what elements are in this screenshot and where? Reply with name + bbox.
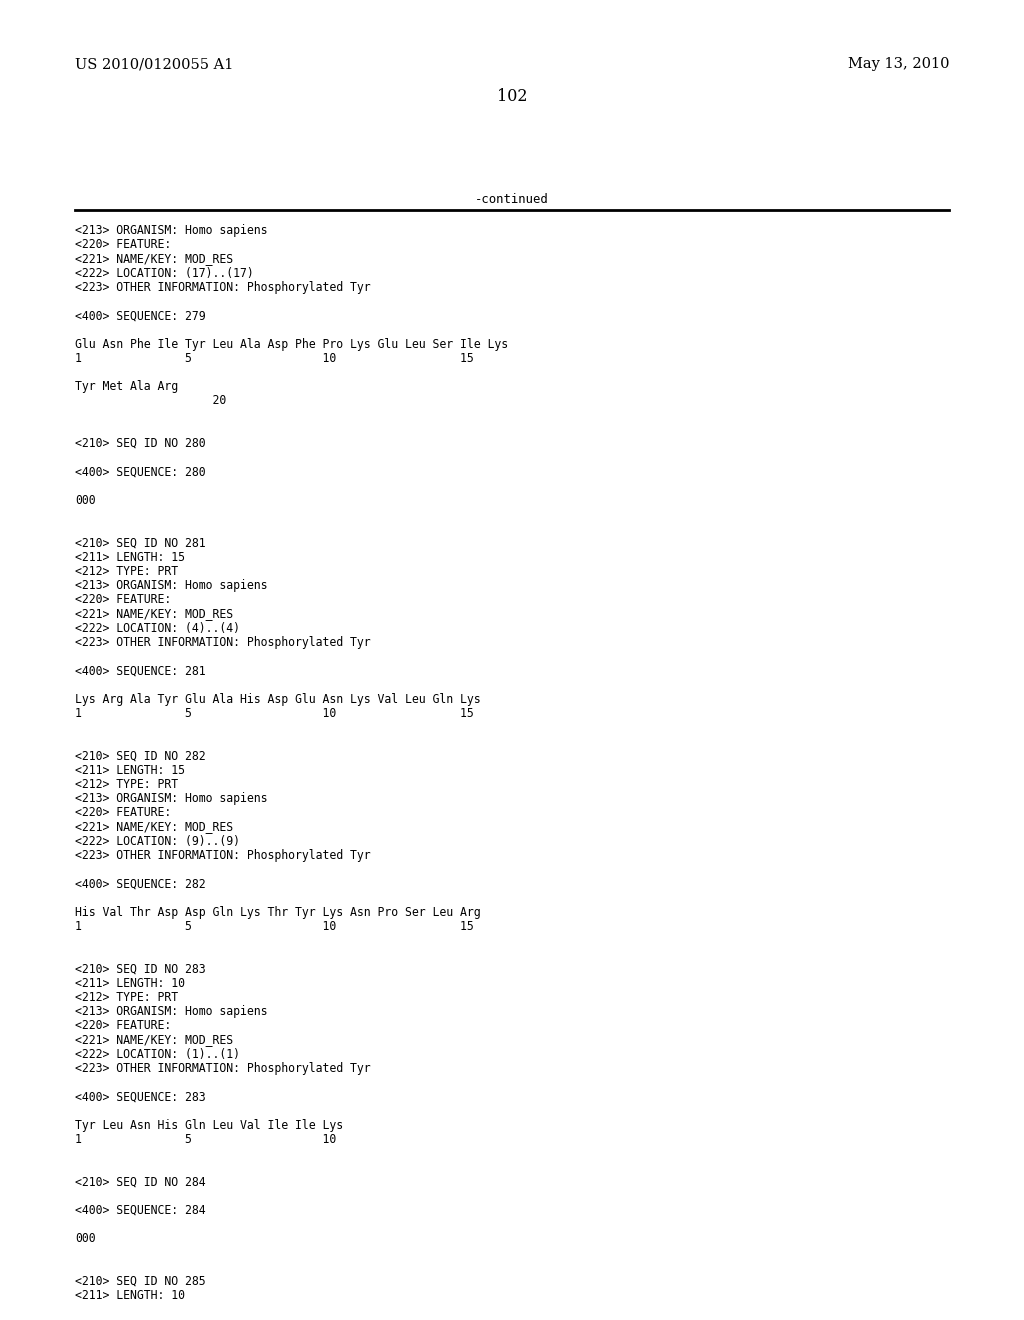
Text: <221> NAME/KEY: MOD_RES: <221> NAME/KEY: MOD_RES [75, 821, 233, 833]
Text: -continued: -continued [475, 193, 549, 206]
Text: <211> LENGTH: 15: <211> LENGTH: 15 [75, 550, 185, 564]
Text: <400> SEQUENCE: 283: <400> SEQUENCE: 283 [75, 1090, 206, 1104]
Text: 20: 20 [75, 395, 226, 408]
Text: <210> SEQ ID NO 282: <210> SEQ ID NO 282 [75, 750, 206, 763]
Text: US 2010/0120055 A1: US 2010/0120055 A1 [75, 57, 233, 71]
Text: <211> LENGTH: 10: <211> LENGTH: 10 [75, 977, 185, 990]
Text: 000: 000 [75, 1232, 95, 1245]
Text: May 13, 2010: May 13, 2010 [848, 57, 949, 71]
Text: 1               5                   10                  15: 1 5 10 15 [75, 706, 474, 719]
Text: <213> ORGANISM: Homo sapiens: <213> ORGANISM: Homo sapiens [75, 792, 267, 805]
Text: <223> OTHER INFORMATION: Phosphorylated Tyr: <223> OTHER INFORMATION: Phosphorylated … [75, 636, 371, 649]
Text: <212> TYPE: PRT: <212> TYPE: PRT [75, 565, 178, 578]
Text: <220> FEATURE:: <220> FEATURE: [75, 238, 171, 251]
Text: <222> LOCATION: (1)..(1): <222> LOCATION: (1)..(1) [75, 1048, 240, 1060]
Text: <222> LOCATION: (4)..(4): <222> LOCATION: (4)..(4) [75, 622, 240, 635]
Text: 000: 000 [75, 494, 95, 507]
Text: Lys Arg Ala Tyr Glu Ala His Asp Glu Asn Lys Val Leu Gln Lys: Lys Arg Ala Tyr Glu Ala His Asp Glu Asn … [75, 693, 480, 706]
Text: <220> FEATURE:: <220> FEATURE: [75, 593, 171, 606]
Text: <210> SEQ ID NO 281: <210> SEQ ID NO 281 [75, 536, 206, 549]
Text: <223> OTHER INFORMATION: Phosphorylated Tyr: <223> OTHER INFORMATION: Phosphorylated … [75, 281, 371, 294]
Text: <222> LOCATION: (17)..(17): <222> LOCATION: (17)..(17) [75, 267, 254, 280]
Text: <223> OTHER INFORMATION: Phosphorylated Tyr: <223> OTHER INFORMATION: Phosphorylated … [75, 849, 371, 862]
Text: <400> SEQUENCE: 282: <400> SEQUENCE: 282 [75, 878, 206, 890]
Text: <211> LENGTH: 10: <211> LENGTH: 10 [75, 1290, 185, 1302]
Text: <211> LENGTH: 15: <211> LENGTH: 15 [75, 763, 185, 776]
Text: 1               5                   10                  15: 1 5 10 15 [75, 352, 474, 364]
Text: <210> SEQ ID NO 284: <210> SEQ ID NO 284 [75, 1175, 206, 1188]
Text: <210> SEQ ID NO 285: <210> SEQ ID NO 285 [75, 1275, 206, 1288]
Text: 1               5                   10: 1 5 10 [75, 1133, 336, 1146]
Text: 102: 102 [497, 88, 527, 106]
Text: <400> SEQUENCE: 281: <400> SEQUENCE: 281 [75, 664, 206, 677]
Text: Tyr Met Ala Arg: Tyr Met Ala Arg [75, 380, 178, 393]
Text: 1               5                   10                  15: 1 5 10 15 [75, 920, 474, 933]
Text: <223> OTHER INFORMATION: Phosphorylated Tyr: <223> OTHER INFORMATION: Phosphorylated … [75, 1061, 371, 1074]
Text: <221> NAME/KEY: MOD_RES: <221> NAME/KEY: MOD_RES [75, 1034, 233, 1047]
Text: <221> NAME/KEY: MOD_RES: <221> NAME/KEY: MOD_RES [75, 607, 233, 620]
Text: <213> ORGANISM: Homo sapiens: <213> ORGANISM: Homo sapiens [75, 579, 267, 591]
Text: <222> LOCATION: (9)..(9): <222> LOCATION: (9)..(9) [75, 834, 240, 847]
Text: <213> ORGANISM: Homo sapiens: <213> ORGANISM: Homo sapiens [75, 224, 267, 238]
Text: Glu Asn Phe Ile Tyr Leu Ala Asp Phe Pro Lys Glu Leu Ser Ile Lys: Glu Asn Phe Ile Tyr Leu Ala Asp Phe Pro … [75, 338, 508, 351]
Text: <400> SEQUENCE: 280: <400> SEQUENCE: 280 [75, 466, 206, 478]
Text: Tyr Leu Asn His Gln Leu Val Ile Ile Lys: Tyr Leu Asn His Gln Leu Val Ile Ile Lys [75, 1118, 343, 1131]
Text: <220> FEATURE:: <220> FEATURE: [75, 807, 171, 820]
Text: <400> SEQUENCE: 279: <400> SEQUENCE: 279 [75, 309, 206, 322]
Text: <212> TYPE: PRT: <212> TYPE: PRT [75, 777, 178, 791]
Text: <400> SEQUENCE: 284: <400> SEQUENCE: 284 [75, 1204, 206, 1217]
Text: <212> TYPE: PRT: <212> TYPE: PRT [75, 991, 178, 1003]
Text: <210> SEQ ID NO 283: <210> SEQ ID NO 283 [75, 962, 206, 975]
Text: His Val Thr Asp Asp Gln Lys Thr Tyr Lys Asn Pro Ser Leu Arg: His Val Thr Asp Asp Gln Lys Thr Tyr Lys … [75, 906, 480, 919]
Text: <220> FEATURE:: <220> FEATURE: [75, 1019, 171, 1032]
Text: <210> SEQ ID NO 280: <210> SEQ ID NO 280 [75, 437, 206, 450]
Text: <213> ORGANISM: Homo sapiens: <213> ORGANISM: Homo sapiens [75, 1005, 267, 1018]
Text: <221> NAME/KEY: MOD_RES: <221> NAME/KEY: MOD_RES [75, 252, 233, 265]
